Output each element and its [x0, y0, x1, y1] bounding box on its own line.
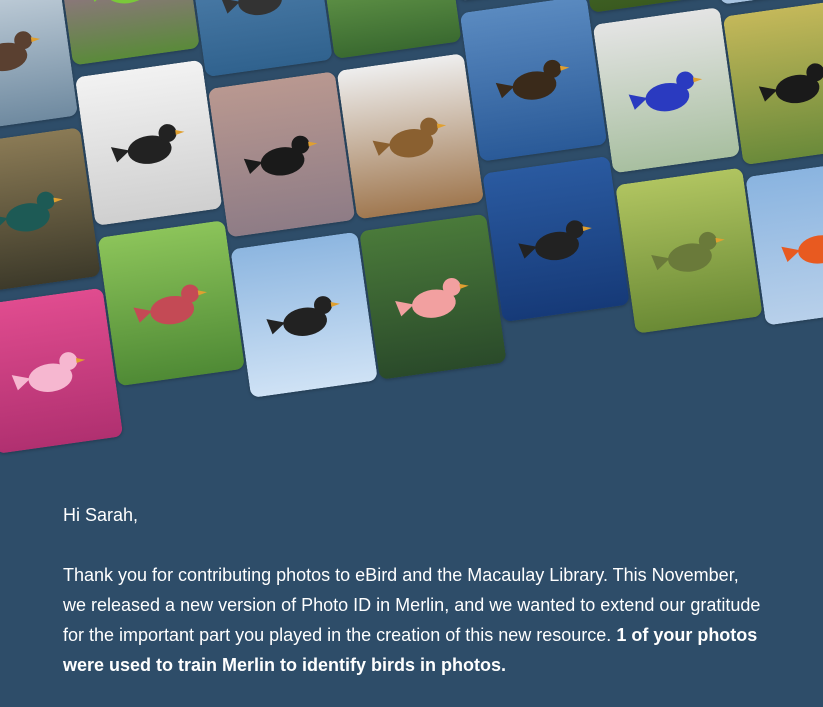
white-eyes-photo: [313, 0, 462, 60]
petrel-wave-photo: [459, 0, 608, 162]
flock-sky-photo: [207, 71, 356, 238]
bishop-photo: [745, 159, 823, 326]
skimmer-photo: [74, 59, 223, 226]
blackbirds-photo: [722, 0, 823, 166]
blue-bird-photo: [592, 7, 741, 174]
red-finch-photo: [97, 220, 246, 387]
pink-flower-photo: [0, 287, 124, 454]
message-highlight: 1 of your photos were used to train Merl…: [63, 625, 758, 675]
seabird-flight-photo: [185, 0, 333, 78]
swallows-wire-photo: [230, 231, 378, 399]
storm-petrel-photo: [482, 155, 630, 323]
bird-photo-collage: [0, 0, 823, 454]
message-text: Hi Sarah, Thank you for contributing pho…: [63, 500, 763, 680]
green-bird-photo: [52, 0, 200, 66]
greeting: Hi Sarah,: [63, 505, 139, 525]
oxpecker-photo: [336, 53, 485, 220]
pheasant-photo: [0, 127, 101, 294]
message-paragraph: Thank you for contributing photos to eBi…: [63, 560, 763, 680]
waterbird-photo: [0, 0, 79, 134]
cockatoo-photo: [359, 213, 507, 380]
hummingbirds-photo: [615, 167, 763, 334]
message-body: Thank you for contributing photos to eBi…: [63, 565, 761, 645]
